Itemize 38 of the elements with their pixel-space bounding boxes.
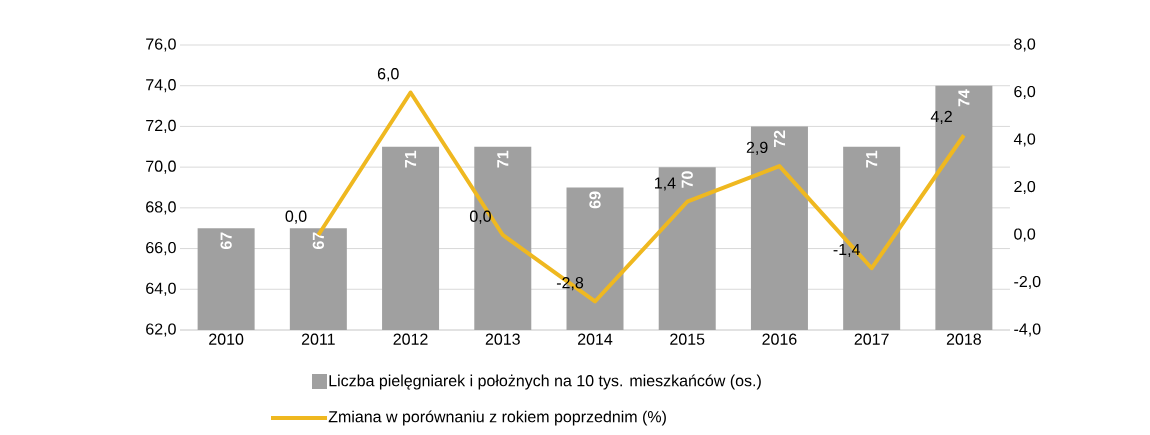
y-tick-label: 70,0 [146, 160, 176, 174]
y-tick-label: 62,0 [146, 323, 176, 337]
y-tick-label: 74,0 [146, 79, 176, 93]
data-label: 6,0 [377, 68, 399, 82]
data-label: 70 [681, 171, 693, 188]
y-tick-label: 76,0 [146, 38, 176, 52]
y-tick-label: 64,0 [146, 282, 176, 296]
x-tick-label: 2016 [762, 333, 797, 345]
x-tick-label: 2017 [854, 333, 889, 345]
data-label: 67 [220, 232, 232, 249]
data-label: 67 [312, 232, 325, 249]
data-label: 71 [405, 150, 417, 168]
data-label: 0,0 [285, 210, 307, 224]
data-label: 71 [866, 150, 878, 168]
data-label: -2,8 [556, 277, 584, 291]
y2-tick-label: 8,0 [1014, 38, 1036, 52]
x-tick-label: 2018 [946, 333, 981, 345]
y2-tick-label: 6,0 [1014, 85, 1036, 100]
legend-label: Zmiana w porównaniu z rokiem poprzednim (%) [328, 410, 666, 426]
x-tick-label: 2014 [578, 333, 613, 345]
x-tick-label: 2013 [485, 333, 520, 345]
data-label: 74 [958, 89, 970, 107]
x-tick-label: 2015 [670, 333, 705, 345]
x-tick-label: 2011 [301, 333, 335, 345]
data-label: 69 [589, 191, 601, 209]
y2-tick-label: 2,0 [1014, 180, 1036, 195]
x-tick-label: 2012 [393, 333, 428, 345]
y-tick-label: 72,0 [146, 119, 176, 134]
data-label: 71 [497, 150, 509, 168]
y2-tick-label: 4,0 [1013, 133, 1036, 147]
y2-tick-label: 0,0 [1014, 228, 1036, 242]
y-tick-label: 68,0 [146, 201, 176, 215]
legend-label: Liczba pielęgniarek i położnych na 10 tys. mieszkańców (os.) [329, 374, 761, 390]
data-label: 72 [773, 130, 786, 148]
y-tick-label: 66,0 [146, 241, 176, 256]
x-tick-label: 2010 [209, 333, 244, 345]
y2-tick-label: -4,0 [1014, 323, 1041, 337]
y2-tick-label: -2,0 [1014, 275, 1041, 290]
